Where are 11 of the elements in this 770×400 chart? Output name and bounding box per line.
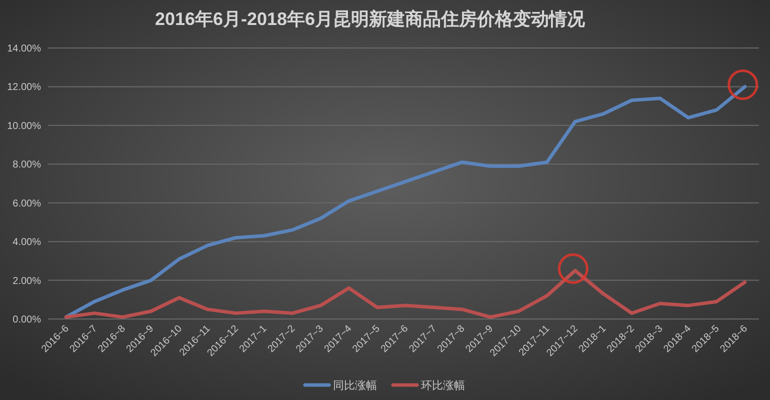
y-tick-label: 4.00% bbox=[12, 237, 41, 248]
y-tick-label: 12.00% bbox=[7, 82, 41, 94]
y-tick-label: 8.00% bbox=[12, 160, 41, 171]
y-tick-label: 14.00% bbox=[7, 44, 41, 54]
y-tick-label: 2.00% bbox=[12, 276, 41, 287]
y-tick-label: 0.00% bbox=[12, 314, 41, 326]
y-tick-label: 10.00% bbox=[7, 120, 41, 132]
legend-label: 环比涨幅 bbox=[421, 380, 465, 392]
y-tick-label: 6.00% bbox=[12, 198, 41, 210]
title: 2016年6月-2018年6月昆明新建商品住房价格变动情况 bbox=[154, 9, 586, 29]
legend-label: 同比涨幅 bbox=[333, 380, 377, 392]
